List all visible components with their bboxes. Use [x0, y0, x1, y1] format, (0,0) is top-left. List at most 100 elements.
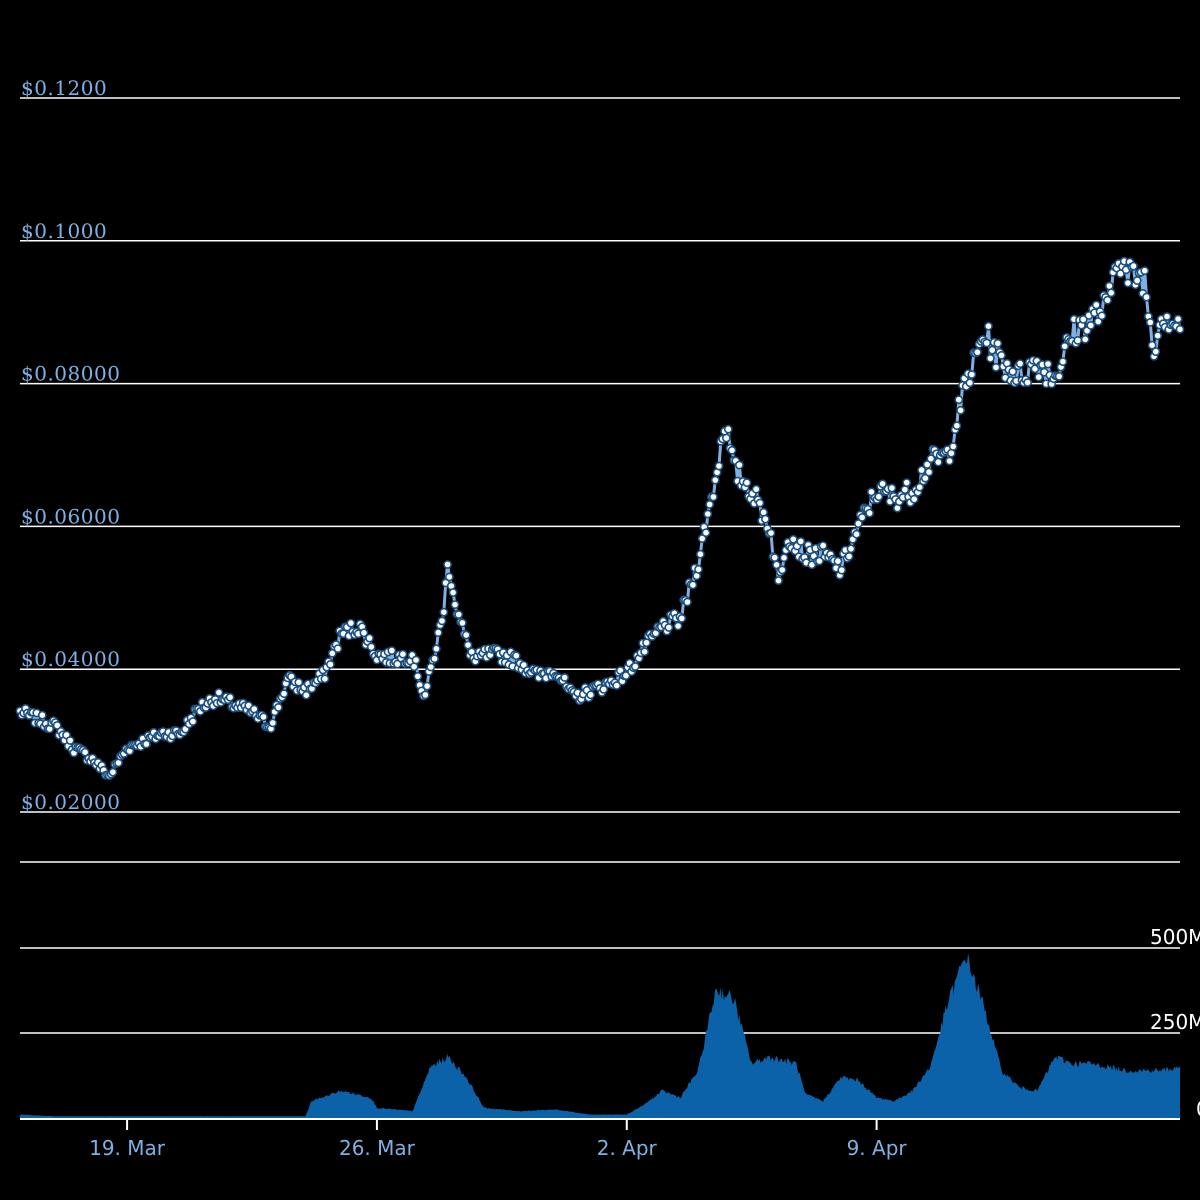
price-point [1132, 276, 1142, 285]
price-point [926, 454, 936, 464]
price-point [463, 640, 473, 650]
price-point [511, 651, 521, 661]
price-point [815, 556, 824, 566]
price-point [430, 654, 439, 664]
price-point [857, 513, 867, 522]
price-point [398, 649, 408, 659]
price-point [900, 485, 910, 494]
price-point [1008, 367, 1018, 376]
price-point [586, 690, 596, 700]
price-point [279, 689, 289, 699]
price-point [439, 607, 449, 617]
price-point [852, 529, 861, 539]
price-point [677, 614, 687, 623]
price-point [420, 690, 430, 700]
price-point [80, 747, 90, 757]
volume-y-axis-ticks: 500M 250M 0 [1150, 925, 1200, 1121]
price-tick-label: $0.02000 [21, 790, 120, 814]
price-point [723, 424, 733, 434]
price-point [1140, 266, 1150, 276]
price-point [1103, 295, 1112, 305]
price-point [346, 618, 356, 628]
price-point [735, 460, 744, 470]
price-point [443, 560, 452, 569]
price-point [214, 688, 224, 697]
price-point [188, 717, 198, 726]
price-point [722, 433, 731, 443]
price-point [772, 560, 781, 570]
price-point [630, 662, 640, 671]
x-tick-label: 19. Mar [89, 1136, 166, 1160]
price-point [273, 703, 283, 712]
price-point [422, 681, 432, 691]
price-point [705, 499, 715, 509]
price-point [1175, 324, 1185, 334]
price-point [844, 552, 854, 561]
price-point [1151, 347, 1161, 356]
price-point [1091, 300, 1101, 310]
price-point [1058, 357, 1068, 366]
price-point [448, 588, 458, 597]
price-point [779, 553, 789, 563]
price-point [965, 378, 975, 388]
price-point [411, 655, 421, 665]
price-point [874, 492, 884, 502]
price-tick-label: $0.1200 [21, 76, 107, 100]
price-point [359, 628, 369, 638]
price-gridlines [20, 97, 1180, 863]
price-point [387, 646, 397, 655]
price-point [865, 508, 874, 518]
price-point [956, 405, 965, 415]
price-point [887, 483, 897, 493]
price-point [1153, 331, 1163, 341]
price-point [987, 345, 997, 355]
price-point [1054, 371, 1064, 381]
price-point [688, 580, 698, 590]
price-point [796, 537, 806, 546]
price-point [818, 541, 828, 550]
price-point [1034, 372, 1044, 382]
price-point [365, 633, 374, 643]
price-point [1043, 359, 1053, 369]
price-point [1015, 359, 1025, 368]
price-point [642, 638, 651, 648]
volume-tick-label: 500M [1150, 925, 1200, 949]
price-point [325, 660, 335, 669]
price-point [920, 473, 930, 483]
price-point [461, 630, 471, 640]
price-point [854, 519, 863, 528]
price-point [948, 442, 958, 451]
price-tick-label: $0.04000 [21, 647, 120, 671]
price-tick-label: $0.06000 [21, 504, 120, 528]
price-point [710, 475, 720, 485]
price-point [457, 618, 467, 628]
price-point [755, 498, 765, 508]
price-point [986, 353, 995, 363]
price-point [967, 370, 977, 379]
price-point [915, 482, 925, 492]
price-point [846, 544, 856, 554]
price-point [709, 492, 718, 502]
price-point [437, 616, 447, 626]
price-point [1097, 311, 1107, 321]
price-y-axis-ticks: $0.1200 $0.1000 $0.08000 $0.06000 $0.04000 $0… [21, 76, 120, 814]
price-point [433, 628, 443, 637]
price-point [450, 600, 460, 609]
price-point [761, 514, 770, 524]
volume-area [20, 953, 1180, 1118]
price-point [664, 623, 674, 632]
price-point [560, 673, 570, 682]
price-point [431, 644, 441, 654]
price-point [714, 461, 724, 471]
price-point [65, 736, 75, 745]
volume-tick-label: 250M [1150, 1010, 1200, 1034]
price-tick-label: $0.08000 [21, 362, 120, 386]
volume-series [20, 953, 1180, 1118]
price-point [1123, 278, 1133, 288]
price-point [697, 534, 707, 543]
price-point [777, 565, 787, 575]
price-point [703, 509, 713, 519]
price-point [612, 681, 622, 690]
price-point [751, 484, 761, 494]
price-point [924, 467, 934, 477]
